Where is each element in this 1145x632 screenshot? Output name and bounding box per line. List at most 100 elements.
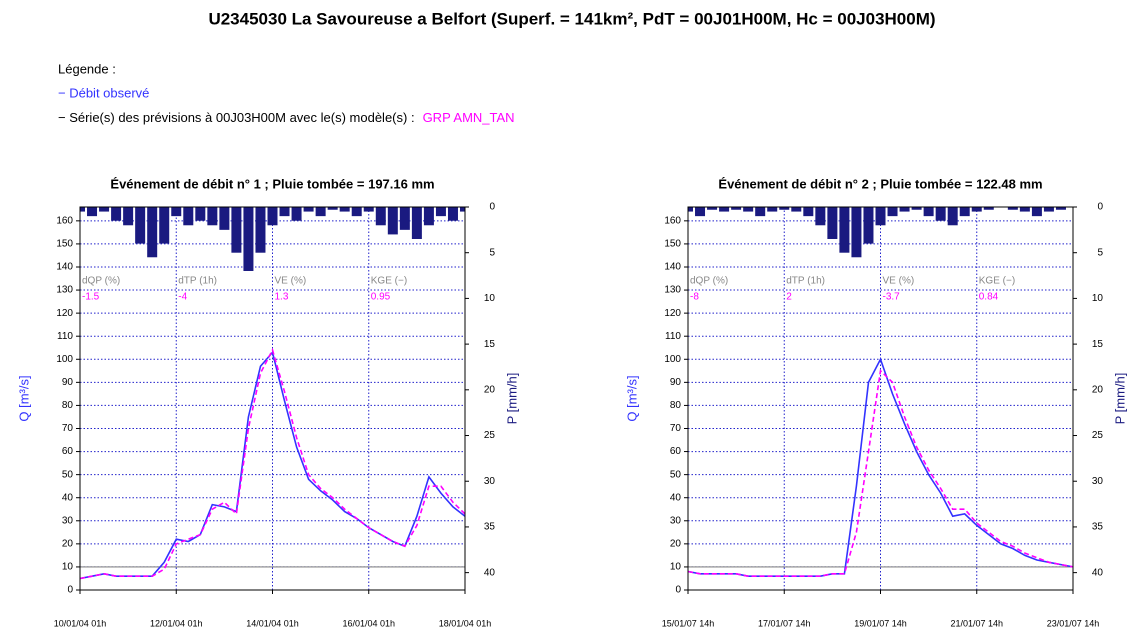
rain-bar — [303, 207, 314, 212]
rain-bar — [743, 207, 754, 212]
y-tick-label: 10 — [62, 562, 74, 573]
x-tick-label: 17/01/07 14h — [758, 618, 811, 628]
y-tick-label: 40 — [62, 492, 74, 503]
y-tick-label: 30 — [62, 515, 74, 526]
rain-bar — [207, 207, 218, 226]
rain-bar — [731, 207, 742, 210]
y-tick-label: 0 — [675, 585, 681, 596]
y-tick-label: 0 — [67, 585, 73, 596]
stat-label: dTP (1h) — [786, 276, 825, 287]
y2-tick-label: 40 — [484, 567, 496, 578]
rain-bar — [99, 207, 110, 212]
x-tick-label: 23/01/07 14h — [1047, 618, 1100, 628]
stat-value: -4 — [178, 292, 187, 303]
legend-forecast: − Série(s) des prévisions à 00J03H00M av… — [58, 110, 515, 125]
rain-bar — [887, 207, 898, 217]
rain-bar — [387, 207, 398, 235]
y-tick-label: 70 — [670, 423, 682, 434]
y-tick-label: 20 — [62, 538, 74, 549]
plot-frame — [687, 206, 1074, 591]
legend-observed: − Débit observé — [58, 85, 149, 100]
rain-bar — [899, 207, 910, 212]
stat-label: dTP (1h) — [178, 276, 217, 287]
rain-bar — [411, 207, 422, 239]
rain-bar — [327, 207, 338, 210]
y2-tick-label: 15 — [1092, 339, 1104, 350]
legend-heading: Légende : — [58, 61, 116, 76]
rain-bar — [1007, 207, 1018, 210]
rain-bar — [159, 207, 170, 244]
rain-bar — [983, 207, 994, 210]
rain-bar — [911, 207, 922, 210]
y-tick-label: 110 — [665, 331, 681, 342]
stat-value: 1.3 — [275, 292, 289, 303]
y-tick-label: 140 — [664, 262, 681, 273]
stat-label: dQP (%) — [690, 276, 728, 287]
legend-forecast-text: − Série(s) des prévisions à 00J03H00M av… — [58, 110, 415, 125]
y-axis-label: Q [m³/s] — [624, 375, 639, 421]
rain-bar — [959, 207, 970, 217]
y2-tick-label: 5 — [1097, 247, 1103, 258]
rain-bar — [195, 207, 206, 221]
rain-bar — [827, 207, 838, 239]
stat-value: 2 — [786, 292, 792, 303]
rain-bar — [135, 207, 146, 244]
chart-title: Événement de débit n° 2 ; Pluie tombée =… — [718, 176, 1042, 191]
y-tick-label: 120 — [664, 308, 681, 319]
page-title: U2345030 La Savoureuse a Belfort (Superf… — [208, 9, 935, 28]
rain-bar — [815, 207, 826, 226]
rain-bar — [779, 207, 790, 210]
y2-tick-label: 25 — [1092, 430, 1104, 441]
chart-title: Événement de débit n° 1 ; Pluie tombée =… — [110, 176, 434, 191]
rain-bar — [291, 207, 302, 221]
rain-bar — [111, 207, 122, 221]
rain-bar — [315, 207, 326, 217]
rain-bar — [688, 207, 693, 212]
y-tick-label: 90 — [62, 377, 74, 388]
y-tick-label: 80 — [62, 400, 74, 411]
stat-label: VE (%) — [275, 276, 307, 287]
stat-label: KGE (−) — [371, 276, 407, 287]
rain-bar — [123, 207, 134, 226]
y2-tick-label: 0 — [489, 202, 495, 213]
y-tick-label: 80 — [670, 400, 682, 411]
rain-bar — [87, 207, 98, 217]
rain-bar — [1043, 207, 1054, 212]
rain-bar — [947, 207, 958, 226]
rain-bar — [1019, 207, 1030, 212]
y-tick-label: 150 — [664, 239, 681, 250]
y-tick-label: 100 — [56, 354, 73, 365]
y2-tick-label: 25 — [484, 430, 496, 441]
forecast-line — [687, 369, 1074, 578]
rain-bar — [707, 207, 718, 210]
stat-label: dQP (%) — [82, 276, 120, 287]
y-tick-label: 90 — [670, 377, 682, 388]
rain-bar — [351, 207, 362, 217]
rain-bar — [875, 207, 886, 226]
y2-tick-label: 5 — [489, 247, 495, 258]
rain-bar — [255, 207, 266, 253]
y-tick-label: 30 — [670, 515, 682, 526]
y-tick-label: 160 — [56, 215, 73, 226]
rain-bar — [435, 207, 446, 217]
y2-axis-label: P [mm/h] — [1112, 373, 1127, 425]
rain-bar — [1031, 207, 1042, 217]
rain-bar — [171, 207, 182, 217]
rain-bar — [243, 207, 254, 271]
y-tick-label: 120 — [56, 308, 73, 319]
stat-label: KGE (−) — [979, 276, 1015, 287]
stat-value: -3.7 — [883, 292, 901, 303]
rain-bar — [363, 207, 374, 212]
y2-tick-label: 10 — [484, 293, 496, 304]
rain-bar — [695, 207, 706, 217]
y2-tick-label: 15 — [484, 339, 496, 350]
y-tick-label: 20 — [670, 538, 682, 549]
y-tick-label: 140 — [56, 262, 73, 273]
rain-bar — [767, 207, 778, 212]
y-tick-label: 40 — [670, 492, 682, 503]
rain-bar — [971, 207, 982, 212]
y-tick-label: 50 — [62, 469, 74, 480]
rain-bar — [1055, 207, 1066, 210]
rain-bar — [851, 207, 862, 258]
